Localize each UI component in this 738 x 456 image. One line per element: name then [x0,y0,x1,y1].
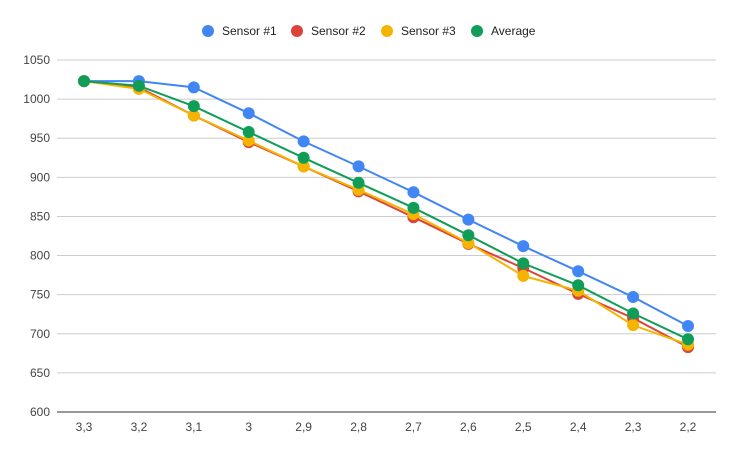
data-point-sensor-3[interactable] [297,160,310,173]
x-tick-label: 3,1 [185,420,202,434]
y-tick-label: 1000 [23,92,50,106]
legend-item-sensor-2[interactable]: Sensor #2 [291,24,366,38]
data-point-sensor-1[interactable] [572,265,585,278]
series-line-sensor-1 [84,80,689,327]
y-tick-label: 700 [30,327,50,341]
data-point-average[interactable] [132,79,145,92]
x-tick-label: 3 [245,420,252,434]
x-tick-label: 2,6 [460,420,477,434]
y-tick-label: 800 [30,249,50,263]
x-tick-label: 3,3 [76,420,93,434]
x-tick-label: 3,2 [131,420,148,434]
y-tick-label: 850 [30,209,50,223]
x-tick-label: 2,5 [515,420,532,434]
y-axis-ticks: 600 650 700 750 800 850 900 950 1000 1050 [23,53,50,419]
data-point-average[interactable] [462,229,475,242]
legend-item-sensor-3[interactable]: Sensor #3 [381,24,456,38]
data-point-sensor-3[interactable] [517,269,530,282]
y-tick-label: 750 [30,288,50,302]
y-tick-label: 1050 [23,53,50,67]
data-point-average[interactable] [517,257,530,270]
legend-swatch [291,25,303,37]
data-point-sensor-3[interactable] [242,134,255,147]
legend-item-sensor-1[interactable]: Sensor #1 [202,24,277,38]
legend-label: Sensor #3 [401,24,456,38]
data-point-average[interactable] [78,75,90,88]
x-tick-label: 2,3 [625,420,642,434]
legend-swatch [202,25,214,37]
data-point-average[interactable] [407,201,420,214]
data-point-average[interactable] [242,125,255,138]
x-tick-label: 2,7 [405,420,422,434]
data-point-average[interactable] [187,100,200,113]
data-point-sensor-3[interactable] [187,109,200,122]
gridlines [57,59,716,413]
data-point-sensor-1[interactable] [187,81,200,94]
y-tick-label: 950 [30,131,50,145]
y-tick-label: 900 [30,170,50,184]
data-point-sensor-1[interactable] [242,107,255,120]
data-point-sensor-1[interactable] [517,240,530,253]
legend-label: Sensor #1 [222,24,277,38]
data-point-average[interactable] [352,176,365,189]
series-average [78,75,694,346]
data-point-sensor-1[interactable] [462,213,475,226]
series-line-average [83,80,689,341]
x-tick-label: 2,8 [350,420,367,434]
legend-swatch [381,25,393,37]
data-point-sensor-1[interactable] [407,186,420,199]
data-point-average[interactable] [682,333,694,346]
legend-label: Sensor #2 [311,24,366,38]
x-tick-label: 2,2 [680,420,697,434]
data-point-sensor-1[interactable] [297,135,310,148]
x-tick-label: 2,9 [295,420,312,434]
x-tick-label: 2,4 [570,420,587,434]
data-point-sensor-1[interactable] [352,160,365,173]
series-sensor-2 [78,75,694,354]
data-point-average[interactable] [572,279,585,292]
data-point-sensor-1[interactable] [682,319,694,332]
legend-label: Average [491,24,536,38]
data-point-sensor-3[interactable] [627,319,640,332]
series-group [78,75,694,354]
y-tick-label: 600 [30,405,50,419]
series-sensor-3 [78,75,694,351]
data-point-average[interactable] [627,307,640,320]
series-line-sensor-2 [83,80,689,348]
data-point-average[interactable] [297,151,310,164]
series-line-sensor-3 [83,80,689,346]
data-point-sensor-1[interactable] [627,291,640,304]
y-tick-label: 650 [30,366,50,380]
legend-item-average[interactable]: Average [471,24,536,38]
legend-swatch [471,25,483,37]
x-axis-ticks: 3,3 3,2 3,1 3 2,9 2,8 2,7 2,6 2,5 2,4 2,3 2,2 [76,420,697,434]
legend: Sensor #1 Sensor #2 Sensor #3 Average [202,24,536,38]
